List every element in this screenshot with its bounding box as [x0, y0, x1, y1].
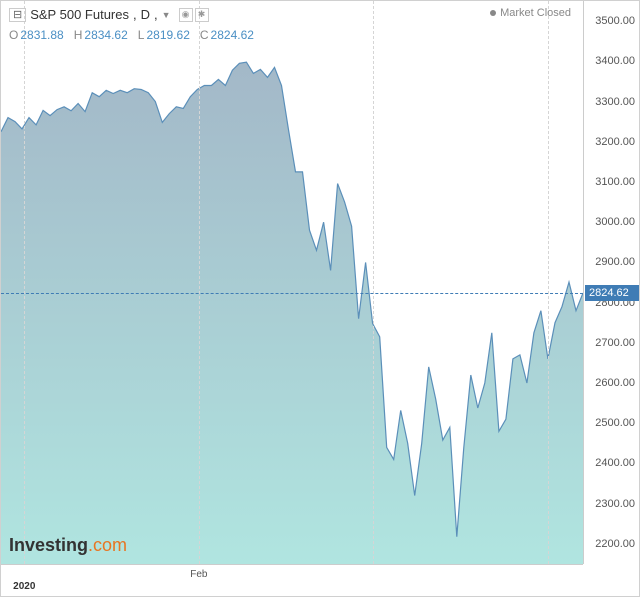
y-tick-label: 3300.00 [595, 96, 635, 108]
x-axis: 2020 Feb [1, 564, 583, 596]
x-gridline [24, 1, 25, 564]
plot-area[interactable] [1, 1, 583, 564]
y-tick-label: 2500.00 [595, 417, 635, 429]
x-tick-label: Feb [190, 569, 207, 580]
y-tick-label: 3100.00 [595, 176, 635, 188]
eye-icon[interactable]: ◉ [179, 8, 193, 22]
low-value: 2819.62 [146, 28, 189, 42]
status-dot-icon [490, 10, 496, 16]
title-row: ⊟ S&P 500 Futures, D, ▼ ◉ ✱ Market Close… [9, 7, 631, 22]
area-chart-svg [1, 1, 583, 564]
last-price-tag: 2824.62 [585, 285, 639, 301]
y-tick-label: 2200.00 [595, 538, 635, 550]
chart-header: ⊟ S&P 500 Futures, D, ▼ ◉ ✱ Market Close… [9, 7, 631, 42]
high-label: H [74, 28, 83, 42]
y-tick-label: 2400.00 [595, 457, 635, 469]
x-gridline [199, 1, 200, 564]
close-label: C [200, 28, 209, 42]
market-status-text: Market Closed [500, 7, 571, 19]
y-tick-label: 2900.00 [595, 256, 635, 268]
high-value: 2834.62 [84, 28, 127, 42]
y-axis: 2200.00 2300.00 2400.00 2500.00 2600.00 2700.… [583, 1, 639, 564]
chevron-down-icon[interactable]: ▼ [162, 10, 171, 20]
y-tick-label: 3400.00 [595, 55, 635, 67]
close-value: 2824.62 [211, 28, 254, 42]
y-tick-label: 2600.00 [595, 377, 635, 389]
brand-name: Investing [9, 535, 88, 555]
y-tick-label: 2700.00 [595, 337, 635, 349]
market-status: Market Closed [490, 7, 571, 19]
chart-container: ⊟ S&P 500 Futures, D, ▼ ◉ ✱ Market Close… [0, 0, 640, 597]
x-tick-label: 2020 [13, 581, 35, 592]
x-gridline [548, 1, 549, 564]
instrument-title: S&P 500 Futures [30, 7, 129, 22]
open-label: O [9, 28, 18, 42]
ohlc-row: O 2831.88 H 2834.62 L 2819.62 C 2824.62 [9, 28, 631, 42]
y-tick-label: 3000.00 [595, 216, 635, 228]
interval-label: D [141, 7, 150, 22]
separator: , [154, 7, 158, 22]
brand-suffix: .com [88, 535, 127, 555]
branding-logo: Investing.com [9, 535, 127, 556]
x-gridline [373, 1, 374, 564]
y-tick-label: 3200.00 [595, 136, 635, 148]
last-price-line [1, 293, 583, 294]
collapse-icon[interactable]: ⊟ [9, 8, 26, 22]
open-value: 2831.88 [20, 28, 63, 42]
area-fill [1, 62, 583, 564]
low-label: L [138, 28, 145, 42]
gear-icon[interactable]: ✱ [195, 8, 209, 22]
separator: , [133, 7, 137, 22]
y-tick-label: 2300.00 [595, 498, 635, 510]
